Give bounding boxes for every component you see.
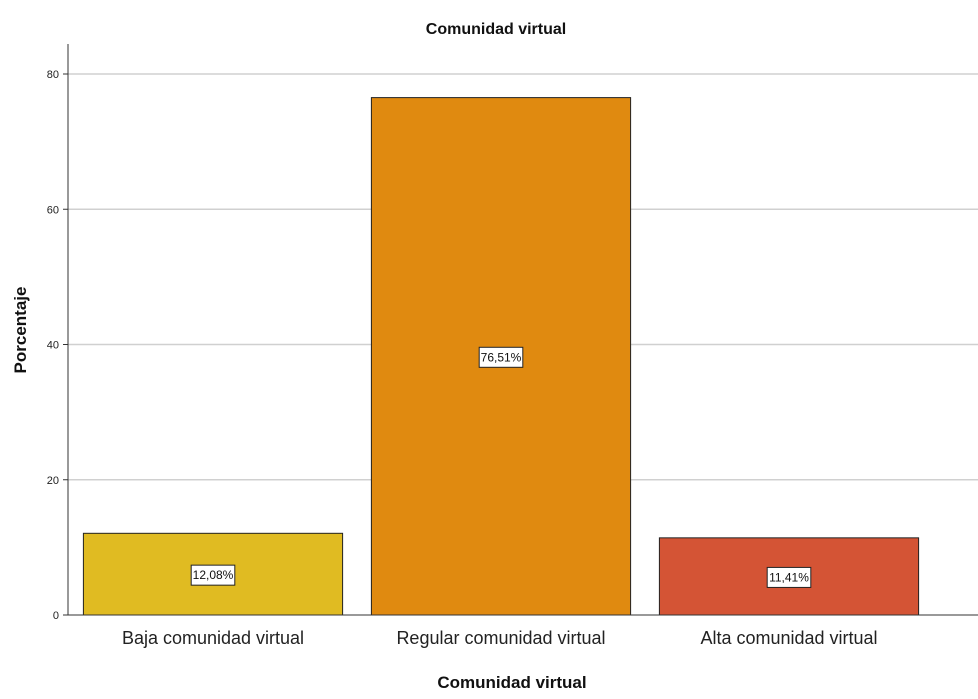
y-tick-label: 60 bbox=[47, 204, 59, 216]
data-labels: 12,08% 76,51% 11,41% bbox=[190, 346, 812, 588]
y-tick-label: 40 bbox=[47, 340, 59, 352]
data-label-box bbox=[766, 566, 812, 588]
x-tick-label: Regular comunidad virtual bbox=[396, 628, 605, 648]
y-tick-label: 80 bbox=[47, 69, 59, 81]
x-tick-label: Alta comunidad virtual bbox=[700, 628, 877, 648]
x-axis-title: Comunidad virtual bbox=[437, 673, 586, 692]
axes bbox=[67, 44, 978, 616]
y-tick-label: 0 bbox=[53, 610, 59, 622]
y-axis-title: Porcentaje bbox=[11, 287, 30, 374]
x-tick-labels: Baja comunidad virtual Regular comunidad … bbox=[122, 628, 878, 648]
data-label: 11,41% bbox=[769, 570, 809, 584]
x-tick-label: Baja comunidad virtual bbox=[122, 628, 304, 648]
data-label-box bbox=[190, 564, 236, 586]
y-tick-label: 20 bbox=[47, 475, 59, 487]
data-label: 12,08% bbox=[193, 568, 234, 582]
chart-title: Comunidad virtual bbox=[426, 21, 566, 38]
y-tick-labels: 0 20 40 60 80 bbox=[47, 69, 68, 622]
data-label-box bbox=[478, 346, 524, 368]
data-label: 76,51% bbox=[481, 350, 522, 364]
